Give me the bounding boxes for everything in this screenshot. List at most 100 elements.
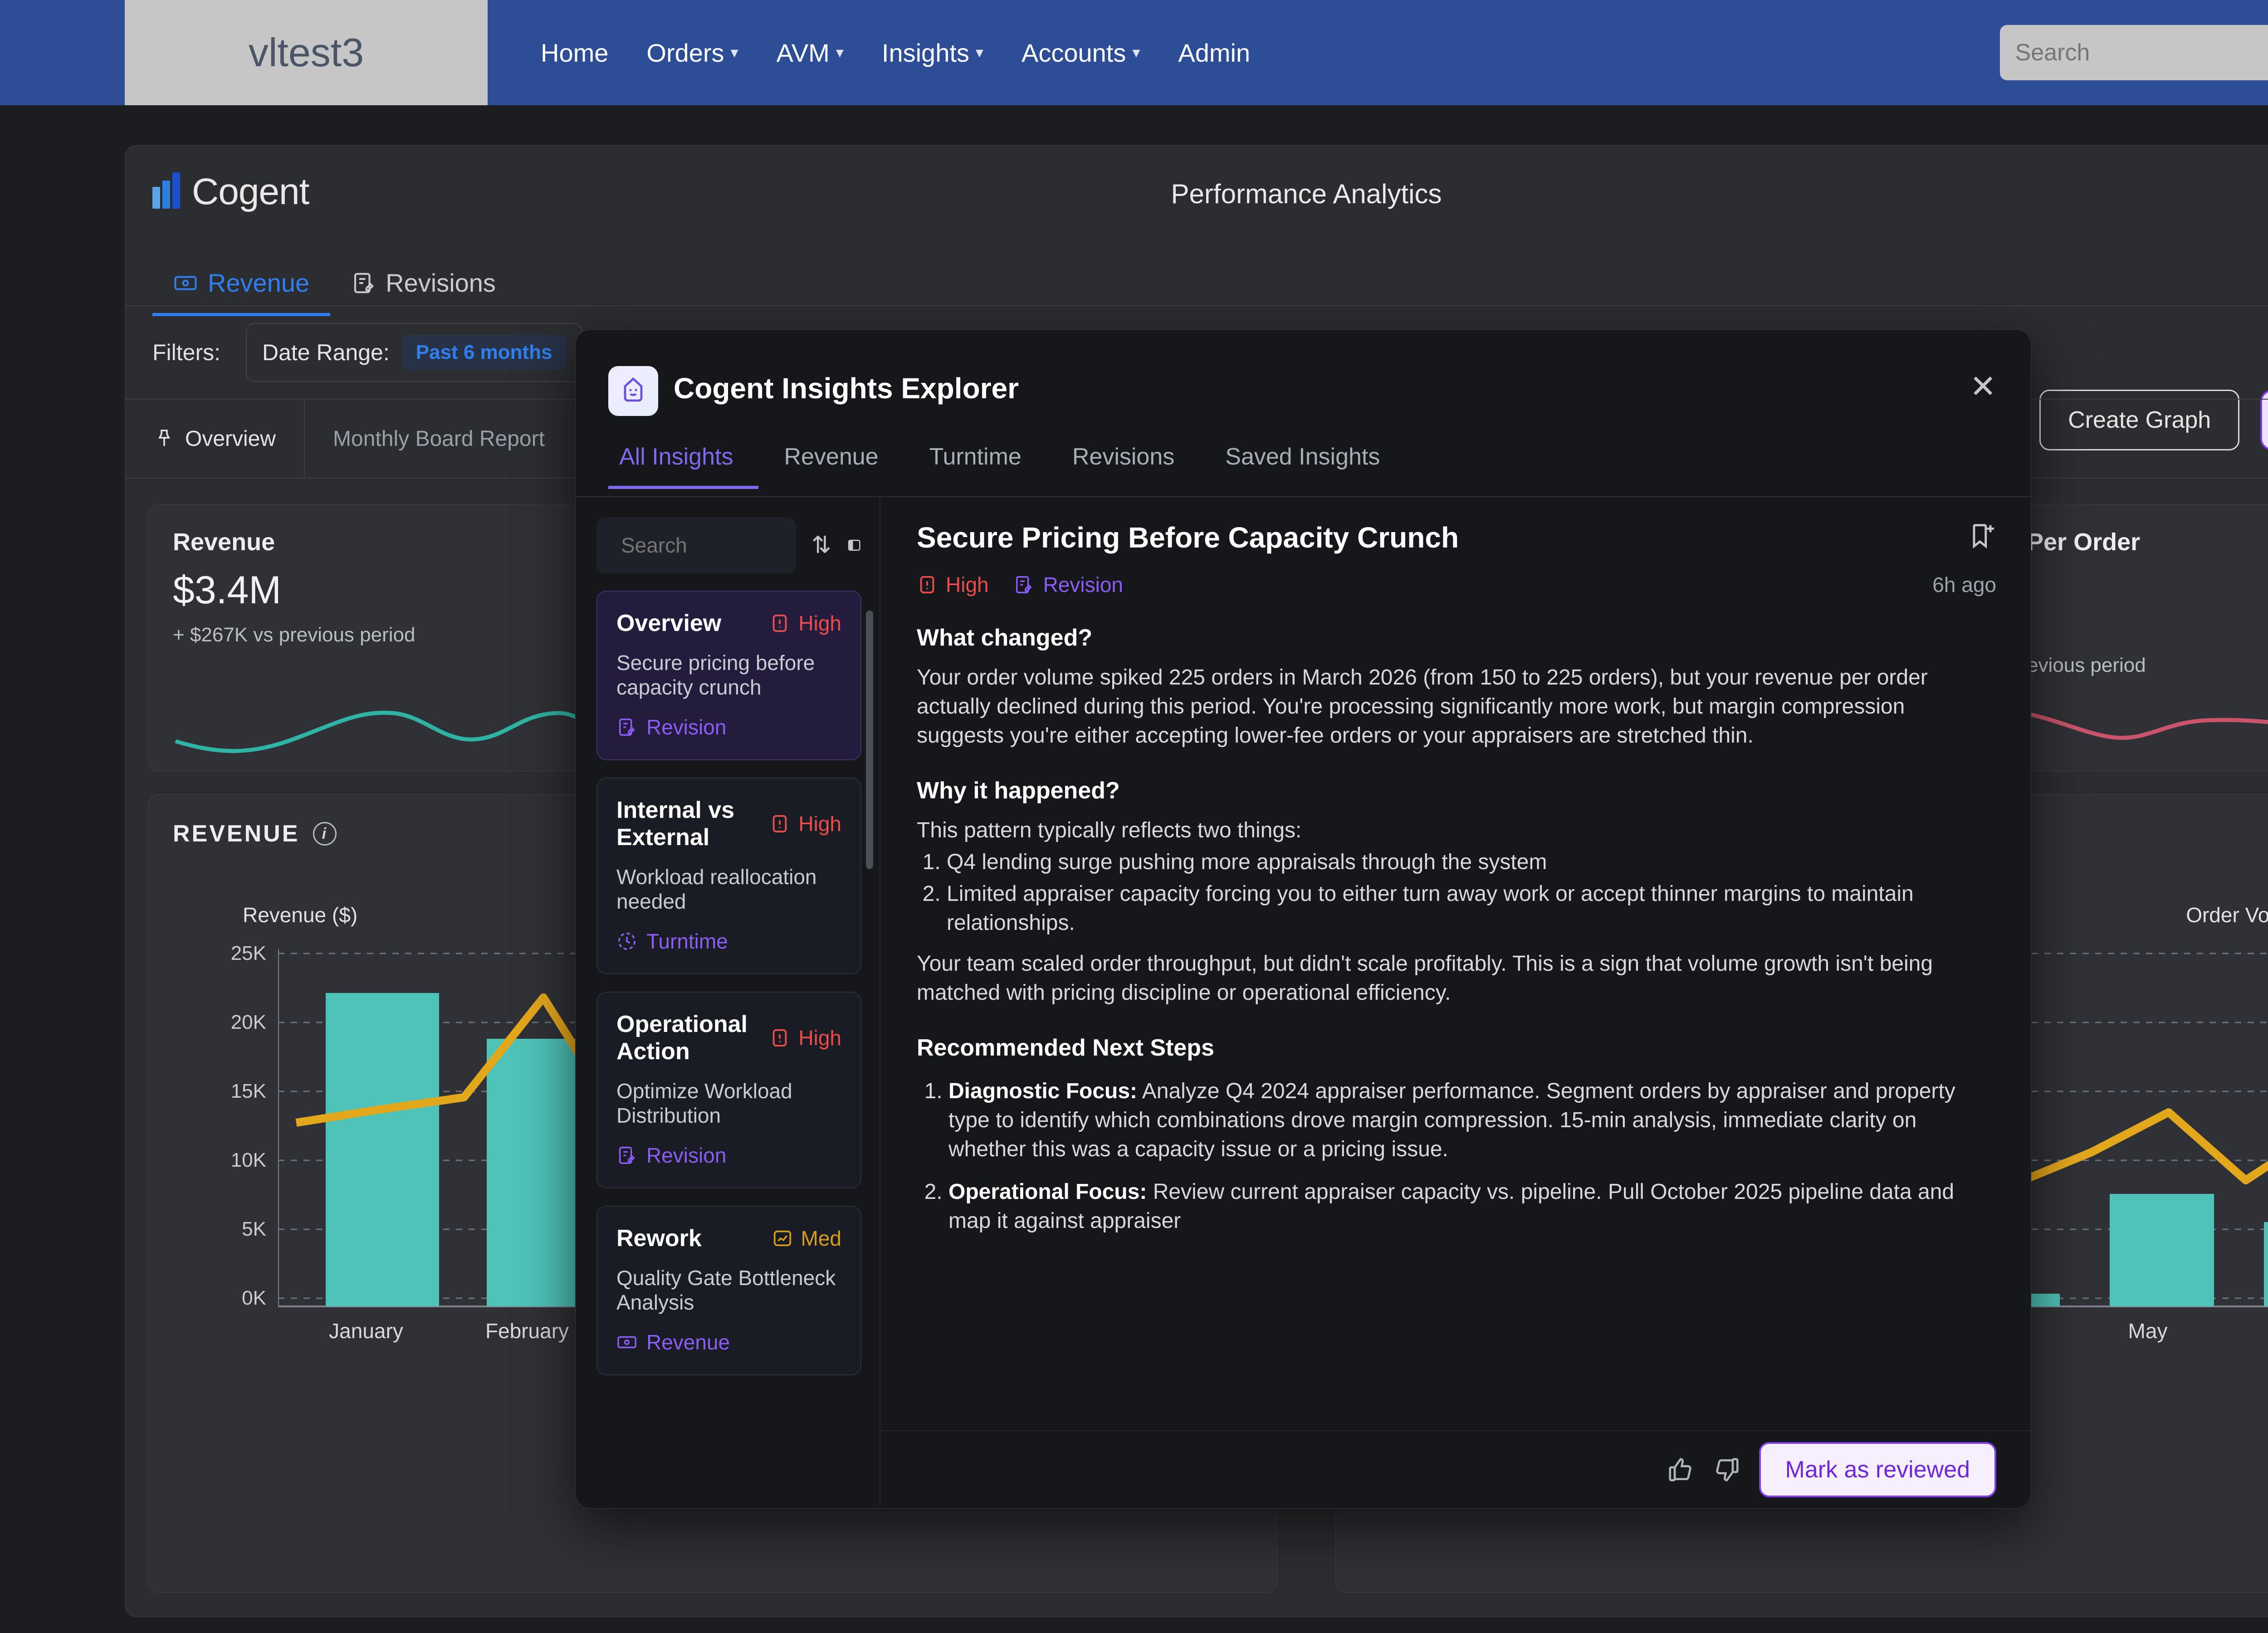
scroll-fade — [880, 1403, 2031, 1430]
create-graph-button[interactable]: Create Graph — [2039, 390, 2240, 450]
ai-sparkle-icon — [624, 377, 643, 402]
section-tabs: Revenue Revisions — [152, 268, 517, 316]
nav-item-accounts[interactable]: Accounts ▾ — [1002, 38, 1159, 68]
pin-icon — [158, 430, 170, 446]
view-tab-overview[interactable]: Overview — [125, 400, 304, 478]
why-outro: Your team scaled order throughput, but d… — [917, 951, 1933, 1005]
kpi-title: Revenue — [173, 528, 275, 556]
kpi-sparkline — [2007, 708, 2268, 740]
why-list: Q4 lending surge pushing more appraisals… — [917, 848, 1996, 937]
kpi-title: Per Order — [2027, 528, 2141, 556]
panel-header: Cogent Performance Analytics — [125, 146, 2268, 277]
alert-icon — [773, 1029, 787, 1047]
revenue-icon — [174, 275, 197, 290]
nav-item-admin[interactable]: Admin — [1159, 38, 1269, 68]
date-range-value: Past 6 months — [402, 335, 566, 370]
insights-search-input[interactable] — [621, 533, 892, 557]
tab-turntime[interactable]: Turntime — [929, 444, 1022, 470]
chart-ylabel: Revenue ($) — [243, 903, 358, 927]
insights-list-scrollbar[interactable] — [866, 611, 873, 869]
search-input[interactable] — [2015, 39, 2268, 66]
thumbs-up-icon[interactable] — [1667, 1456, 1695, 1484]
chevron-down-icon: ▾ — [1132, 44, 1140, 61]
tab-revisions[interactable]: Revisions — [1072, 444, 1175, 470]
priority-label: Med — [801, 1227, 841, 1250]
insight-title: Operational Action — [616, 1011, 748, 1065]
insight-category: Revision — [616, 715, 841, 739]
nav-label: Orders — [646, 38, 724, 67]
mark-as-reviewed-button[interactable]: Mark as reviewed — [1759, 1442, 1996, 1497]
divider — [125, 305, 2268, 306]
tab-revenue[interactable]: Revenue — [784, 444, 879, 470]
tab-saved-insights[interactable]: Saved Insights — [1225, 444, 1380, 470]
why-heading: Why it happened? — [917, 777, 1120, 804]
insights-search[interactable] — [596, 517, 892, 573]
insight-list-item-rework[interactable]: Rework Med Quality Gate Bottleneck Analy… — [596, 1206, 861, 1375]
detail-priority-badge: High — [917, 572, 989, 597]
tab-revenue[interactable]: Revenue — [152, 268, 331, 316]
insight-title: Internal vs External — [616, 797, 735, 851]
step-label: Diagnostic Focus: — [948, 1079, 1138, 1104]
category-label: Revenue — [646, 1330, 730, 1354]
chart-title: REVENUE i — [173, 820, 1277, 847]
modal-tabs: All Insights Revenue Turntime Revisions … — [608, 443, 1405, 489]
chart-title-label: REVENUE — [173, 821, 300, 847]
thumbs-down-icon[interactable] — [1713, 1456, 1741, 1484]
insight-list-item-internal-vs-external[interactable]: Internal vs External High Workload reall… — [596, 777, 861, 974]
revision-icon — [354, 273, 374, 293]
nav-item-home[interactable]: Home — [522, 38, 627, 68]
nav-label: Admin — [1178, 38, 1251, 67]
insight-summary: Workload reallocation needed — [616, 865, 817, 913]
tab-all-insights[interactable]: All Insights — [608, 443, 759, 489]
insight-category: Revenue — [616, 1330, 841, 1354]
insights-list-toolbar: ⇅ — [596, 517, 892, 573]
nav-item-insights[interactable]: Insights ▾ — [863, 38, 1002, 68]
chart-y2label: Order Volume — [2186, 903, 2268, 927]
insights-list-panel: ⇅ Overview High Secure pricing before ca… — [576, 497, 892, 1508]
cogent-ai-logo — [608, 366, 658, 416]
bookmark-add-icon[interactable] — [1968, 522, 1996, 550]
close-icon[interactable]: ✕ — [1970, 369, 1996, 404]
divider — [576, 496, 2031, 497]
revision-icon — [1016, 576, 1032, 593]
date-range-label: Date Range: — [262, 340, 390, 365]
nav-label: Home — [541, 38, 609, 67]
top-navigation-bar: vltest3 Home Orders ▾ AVM ▾ Insights ▾ A… — [0, 0, 2268, 105]
nav-item-orders[interactable]: Orders ▾ — [627, 38, 757, 68]
nav-item-avm[interactable]: AVM ▾ — [758, 38, 863, 68]
modal-header: Cogent Insights Explorer ✕ All Insights … — [576, 330, 2031, 497]
panel-toggle-icon[interactable] — [847, 533, 861, 557]
global-search[interactable] — [1999, 25, 2268, 80]
steps-heading: Recommended Next Steps — [917, 1035, 1214, 1061]
kpi-subtext: + $267K vs previous period — [173, 624, 415, 646]
modal-body: ⇅ Overview High Secure pricing before ca… — [576, 497, 2031, 1508]
kpi-card-revenue[interactable]: Revenue $3.4M + $267K vs previous period — [148, 504, 611, 772]
what-changed-heading: What changed? — [917, 625, 1093, 651]
brand-logo[interactable]: vltest3 — [125, 0, 488, 105]
kpi-subtext: evious period — [2027, 654, 2146, 676]
list-item: Q4 lending surge pushing more appraisals… — [947, 848, 1996, 877]
date-range-filter[interactable]: Date Range: Past 6 months — [246, 323, 582, 382]
alert-icon — [773, 815, 787, 833]
category-label: Revision — [646, 715, 727, 739]
y-tick: 0K — [242, 1287, 266, 1309]
why-intro: This pattern typically reflects two thin… — [917, 818, 1302, 843]
kpi-card-per-order[interactable]: Per Order - 2.4% evious period — [2002, 504, 2268, 772]
tab-revisions[interactable]: Revisions — [330, 268, 517, 316]
insight-list-item-overview[interactable]: Overview High Secure pricing before capa… — [596, 591, 861, 760]
tab-label: Revenue — [208, 269, 310, 297]
step-text: Analyze Q4 2024 appraiser performance. S… — [948, 1079, 1955, 1162]
kpi-value: $3.4M — [173, 568, 282, 612]
step-label: Operational Focus: — [948, 1179, 1147, 1204]
brand-label: vltest3 — [248, 30, 364, 75]
info-icon[interactable]: i — [313, 822, 337, 846]
insight-summary: Optimize Workload Distribution — [616, 1079, 792, 1127]
insight-priority-badge: High — [769, 812, 841, 836]
insight-list-item-operational-action[interactable]: Operational Action High Optimize Workloa… — [596, 992, 861, 1188]
sort-icon[interactable]: ⇅ — [811, 532, 831, 558]
priority-label: High — [798, 812, 841, 836]
alert-icon — [773, 614, 787, 632]
view-tab-monthly-board-report[interactable]: Monthly Board Report — [304, 400, 573, 478]
bar-chart-icon — [152, 172, 180, 209]
y-tick: 10K — [230, 1149, 266, 1171]
